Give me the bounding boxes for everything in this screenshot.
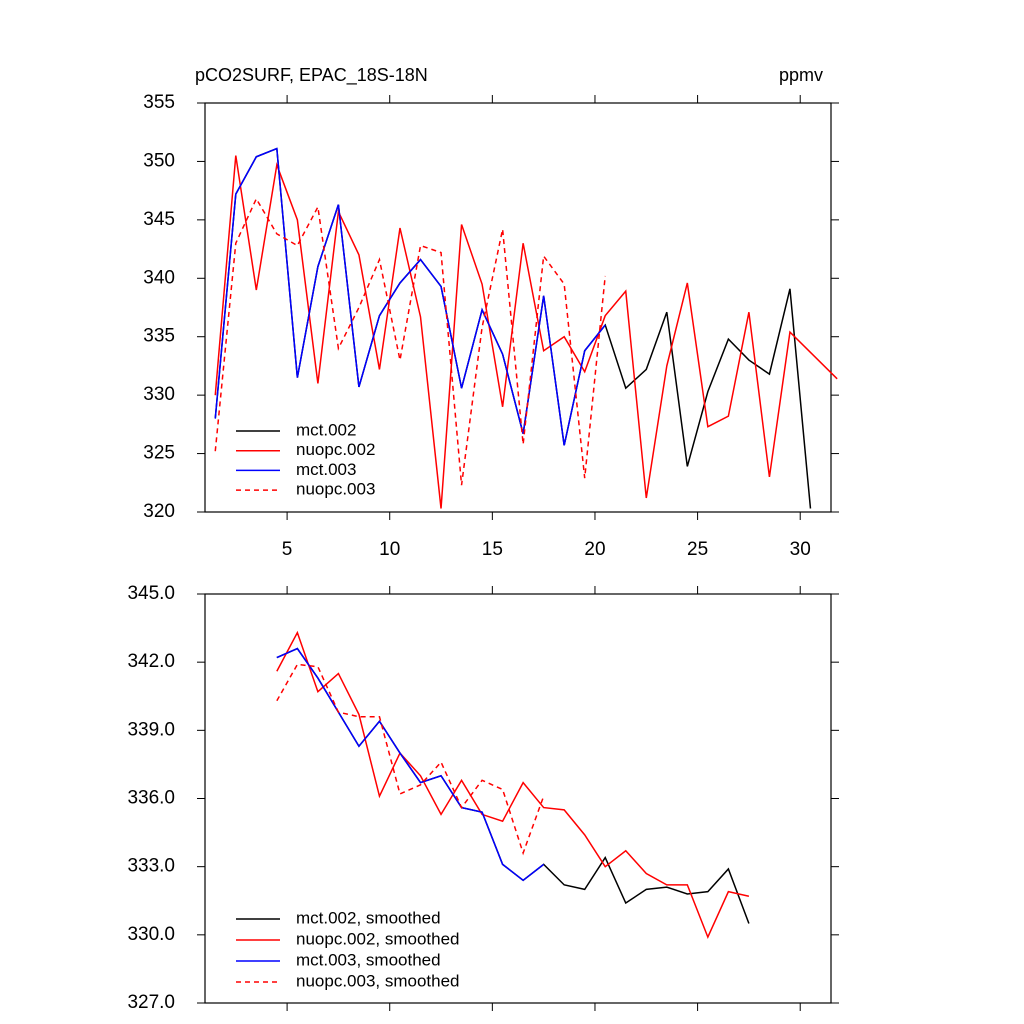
plot-frame: [204, 102, 832, 513]
chart-title: pCO2SURF, EPAC_18S-18N: [195, 65, 428, 86]
y-tick-label: 327.0: [127, 992, 175, 1013]
x-tick-label: 5: [282, 539, 293, 560]
y-tick-label: 350: [143, 150, 175, 171]
y-tick-label: 340: [143, 267, 175, 288]
series-line: [214, 155, 838, 509]
y-tick-label: 335: [143, 326, 175, 347]
series-line: [276, 647, 545, 882]
legend-label: nuopc.003, smoothed: [296, 971, 460, 990]
y-tick-label: 333.0: [127, 856, 175, 877]
y-tick-label: 345: [143, 209, 175, 230]
y-tick-label: 330.0: [127, 924, 175, 945]
legend-label: mct.002, smoothed: [296, 908, 441, 927]
x-tick-label: 15: [482, 539, 503, 560]
x-tick-label: 20: [584, 539, 605, 560]
series-line: [276, 630, 750, 940]
y-tick-label: 320: [143, 501, 175, 522]
series-line: [276, 663, 545, 856]
y-tick-label: 336.0: [127, 788, 175, 809]
y-tick-label: 355: [143, 92, 175, 113]
legend-label: mct.003: [296, 460, 356, 479]
y-tick-label: 325: [143, 443, 175, 464]
legend-label: nuopc.002: [296, 440, 375, 459]
y-tick-label: 342.0: [127, 651, 175, 672]
y-tick-label: 345.0: [127, 583, 175, 604]
x-tick-label: 10: [379, 539, 400, 560]
units-label: ppmv: [779, 65, 823, 85]
legend-label: nuopc.003: [296, 480, 375, 499]
y-tick-label: 330: [143, 384, 175, 405]
series-line: [276, 647, 750, 924]
x-tick-label: 25: [687, 539, 708, 560]
x-tick-label: 30: [790, 539, 811, 560]
series-line: [214, 197, 606, 486]
legend-label: nuopc.002, smoothed: [296, 929, 460, 948]
legend-label: mct.003, smoothed: [296, 950, 441, 969]
legend-label: mct.002: [296, 420, 356, 439]
y-tick-label: 339.0: [127, 719, 175, 740]
series-line: [214, 147, 606, 446]
